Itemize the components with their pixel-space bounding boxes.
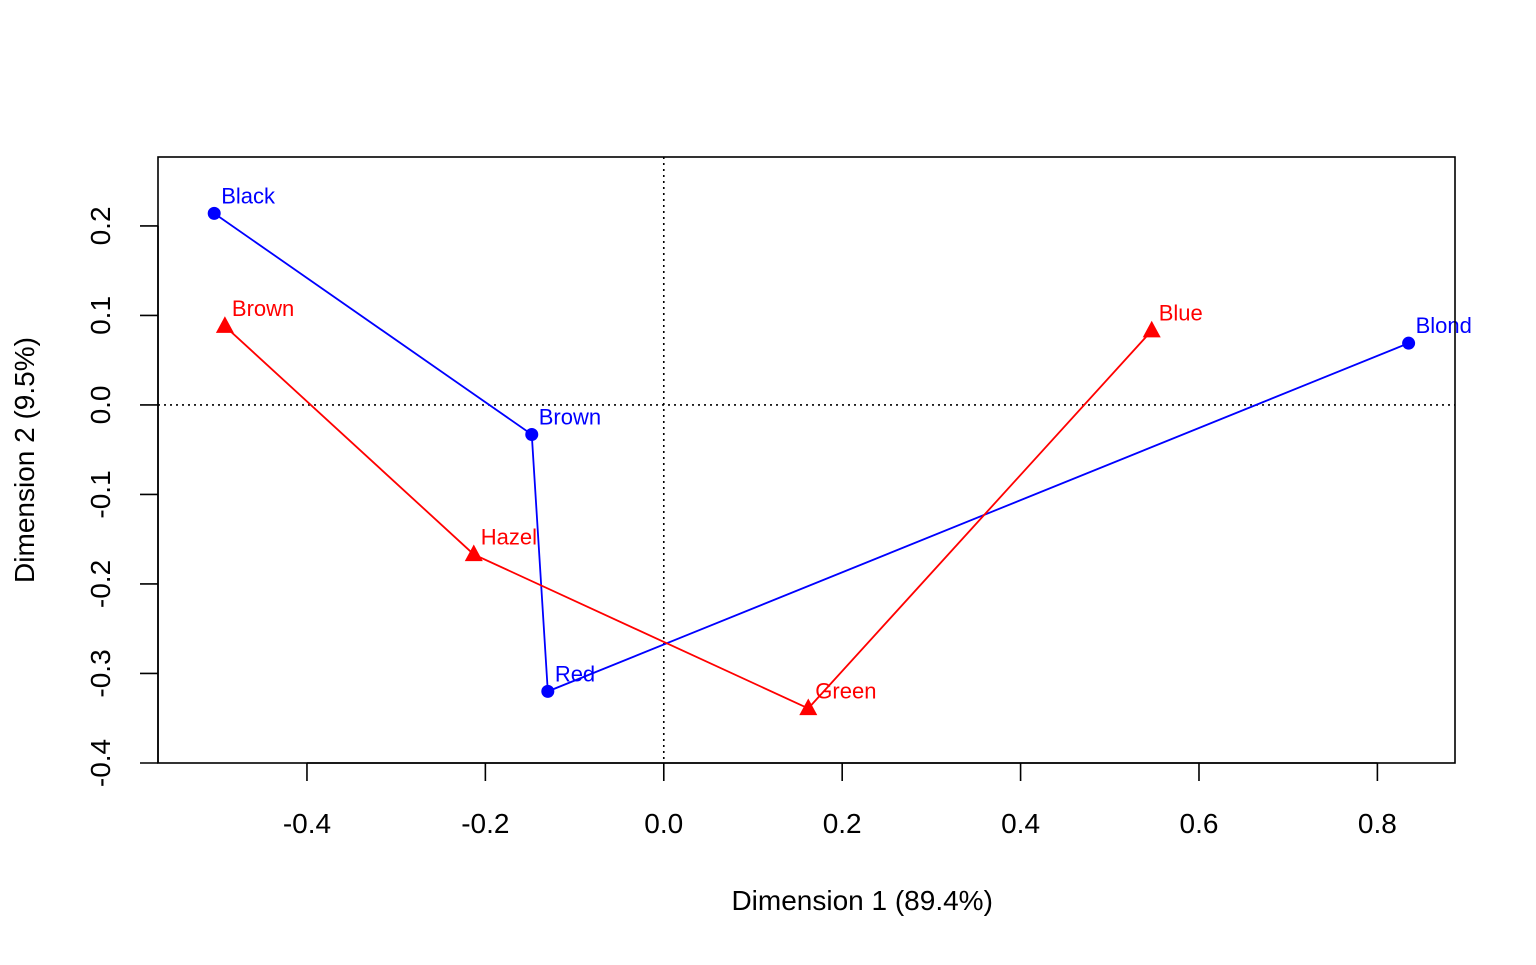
point-marker-circle [541,684,555,698]
y-tick-label: 0.2 [85,206,116,245]
y-axis-title: Dimension 2 (9.5%) [9,337,40,583]
x-tick-label: -0.4 [283,808,331,839]
x-tick-label: 0.6 [1180,808,1219,839]
point-labels: Black Brown Red Blond Brown Hazel Green Blue [221,183,1472,703]
x-axis: -0.4 -0.2 0.0 0.2 0.4 0.6 0.8 [283,762,1397,839]
point-label: Brown [232,296,294,321]
point-marker-triangle [464,544,483,562]
reference-lines [158,157,1455,763]
series-lines [213,212,1409,710]
y-tick-label: 0.1 [85,296,116,335]
series-line-0 [213,212,1409,693]
point-label: Blond [1416,313,1472,338]
y-tick-label: -0.3 [85,649,116,697]
point-marker-circle [1402,336,1416,350]
point-label: Brown [539,404,601,429]
y-tick-label: -0.2 [85,560,116,608]
point-label: Blue [1159,301,1203,326]
x-tick-label: 0.8 [1358,808,1397,839]
series-line-1 [224,325,1153,710]
point-label: Green [815,678,876,703]
x-axis-title: Dimension 1 (89.4%) [731,885,992,916]
point-marker-triangle [215,316,234,333]
y-tick-label: -0.4 [85,739,116,787]
point-marker-circle [525,427,539,441]
point-label: Red [555,661,595,686]
y-tick-label: -0.1 [85,470,116,518]
y-axis: -0.4 -0.3 -0.2 -0.1 0.0 0.1 0.2 [85,206,159,787]
x-tick-label: 0.4 [1001,808,1040,839]
y-tick-label: 0.0 [85,385,116,424]
point-marker-triangle [1142,320,1161,338]
point-label: Hazel [481,524,537,549]
data-markers [207,206,1416,716]
x-tick-label: 0.0 [644,808,683,839]
point-marker-circle [207,206,221,220]
point-marker-triangle [799,698,818,716]
x-tick-label: 0.2 [823,808,862,839]
x-tick-label: -0.2 [461,808,509,839]
point-label: Black [221,183,276,208]
